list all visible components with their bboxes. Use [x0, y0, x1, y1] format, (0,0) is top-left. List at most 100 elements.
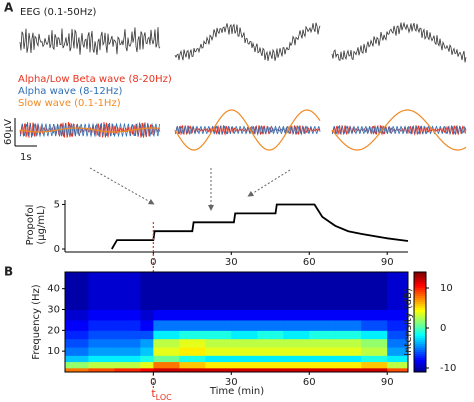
heatmap-cell [205, 288, 232, 310]
colorbar-tick-label: 10 [440, 283, 453, 294]
colorbar-step [414, 296, 426, 299]
filtered-trace [19, 127, 160, 133]
heatmap-cell [179, 319, 206, 331]
heatmap-cell [114, 272, 141, 290]
filtered-trace [174, 125, 321, 135]
colorbar-step [414, 336, 426, 339]
heatmap-cell [140, 272, 154, 290]
y-axis-label: Propofol [25, 205, 36, 246]
heatmap-cell [153, 309, 180, 321]
heatmap-cell [231, 309, 258, 321]
heatmap-cell [283, 309, 310, 321]
heatmap-cell [88, 330, 115, 340]
heatmap-cell [179, 272, 206, 290]
heatmap-cell [179, 367, 206, 373]
heatmap-cell [335, 309, 362, 321]
heatmap-cell [309, 355, 336, 363]
heatmap-cell [257, 319, 284, 331]
heatmap-cell [65, 330, 89, 340]
heatmap-cell [335, 319, 362, 331]
heatmap-cell [179, 338, 206, 348]
colorbar-step [414, 286, 426, 289]
y-tick-label: 20 [47, 325, 60, 336]
heatmap-cell [231, 319, 258, 331]
heatmap-cell [361, 319, 388, 331]
heatmap-cell [114, 361, 141, 369]
heatmap-cell [140, 338, 154, 348]
heatmap-cell [335, 330, 362, 340]
colorbar-step [414, 302, 426, 305]
heatmap-cell [361, 338, 388, 348]
y-tick-label: 40 [47, 284, 60, 295]
filtered-trace [174, 109, 321, 151]
colorbar-tick-label: -10 [440, 363, 456, 374]
heatmap-cell [361, 361, 388, 369]
heatmap-cell [257, 338, 284, 348]
heatmap-cell [309, 330, 336, 340]
heatmap-cell [88, 288, 115, 310]
colorbar-step [414, 352, 426, 355]
colorbar-step [414, 344, 426, 347]
x-tick-label: 90 [381, 377, 394, 388]
colorbar-step [414, 368, 426, 371]
heatmap-cell [335, 367, 362, 373]
loc-label: t [151, 387, 156, 400]
legend-entry: Alpha/Low Beta wave (8-20Hz) [18, 74, 172, 85]
heatmap-cell [140, 288, 154, 310]
legend-entry: Slow wave (0.1-1Hz) [18, 98, 121, 109]
colorbar-step [414, 272, 426, 275]
heatmap-cell [179, 330, 206, 340]
heatmap-cell [140, 330, 154, 340]
heatmap-cell [114, 309, 141, 321]
heatmap-cell [205, 347, 232, 356]
heatmap-cell [387, 338, 409, 348]
colorbar-step [414, 284, 426, 287]
heatmap-cell [231, 355, 258, 363]
heatmap-cell [179, 347, 206, 356]
x-tick-label: 60 [303, 257, 316, 268]
heatmap-cell [140, 309, 154, 321]
heatmap-cell [114, 355, 141, 363]
heatmap-cell [283, 272, 310, 290]
colorbar-step [414, 288, 426, 291]
heatmap-cell [179, 288, 206, 310]
heatmap-cell [257, 330, 284, 340]
colorbar-step [414, 274, 426, 277]
trace-title: EEG (0.1-50Hz) [20, 7, 96, 18]
colorbar-step [414, 364, 426, 367]
colorbar-step [414, 326, 426, 329]
colorbar-step [414, 332, 426, 335]
heatmap-cell [309, 347, 336, 356]
heatmap-cell [114, 367, 141, 373]
colorbar-step [414, 360, 426, 363]
heatmap-cell [65, 288, 89, 310]
heatmap-cell [205, 367, 232, 373]
heatmap-cell [335, 361, 362, 369]
legend-entry: Alpha wave (8-12Hz) [18, 86, 123, 97]
heatmap-cell [283, 361, 310, 369]
plot-frame [64, 271, 409, 373]
heatmap-cell [283, 319, 310, 331]
heatmap-cell [231, 338, 258, 348]
heatmap-cell [335, 272, 362, 290]
heatmap-cell [140, 355, 154, 363]
colorbar-step [414, 348, 426, 351]
heatmap-cell [283, 355, 310, 363]
filtered-trace [331, 109, 467, 151]
colorbar-tick-label: 0 [440, 323, 446, 334]
heatmap-cell [88, 338, 115, 348]
heatmap-cell [205, 338, 232, 348]
heatmap-cell [65, 367, 89, 373]
colorbar-step [414, 282, 426, 285]
heatmap-cell [140, 319, 154, 331]
filtered-trace [331, 125, 467, 135]
heatmap-cell [361, 309, 388, 321]
heatmap-cell [114, 330, 141, 340]
heatmap-cell [153, 288, 180, 310]
colorbar-step [414, 350, 426, 353]
panel-label: A [4, 1, 14, 15]
heatmap-cell [114, 288, 141, 310]
eeg-traces [19, 21, 467, 151]
eeg-trace [19, 27, 161, 55]
heatmap-cell [309, 319, 336, 331]
